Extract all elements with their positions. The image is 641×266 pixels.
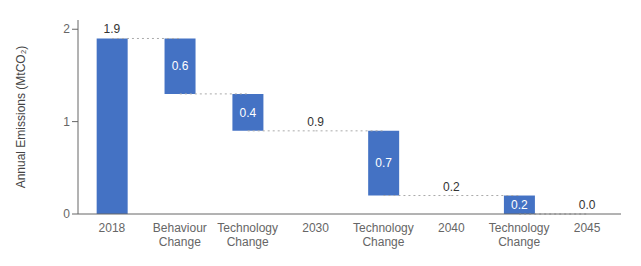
svg-text:2045: 2045 xyxy=(574,221,601,235)
svg-text:TechnologyChange: TechnologyChange xyxy=(353,221,414,249)
svg-text:TechnologyChange: TechnologyChange xyxy=(217,221,278,249)
svg-text:1: 1 xyxy=(63,115,70,129)
svg-text:0.9: 0.9 xyxy=(307,115,324,129)
svg-text:Annual Emissions (MtCO₂): Annual Emissions (MtCO₂) xyxy=(14,46,28,189)
svg-text:0.7: 0.7 xyxy=(375,156,392,170)
svg-text:2040: 2040 xyxy=(438,221,465,235)
svg-text:2018: 2018 xyxy=(99,221,126,235)
svg-text:0.6: 0.6 xyxy=(172,59,189,73)
svg-text:BehaviourChange: BehaviourChange xyxy=(153,221,207,249)
svg-text:0.2: 0.2 xyxy=(511,198,528,212)
svg-text:2: 2 xyxy=(63,22,70,36)
svg-text:1.9: 1.9 xyxy=(104,22,121,36)
svg-text:TechnologyChange: TechnologyChange xyxy=(489,221,550,249)
svg-text:0.2: 0.2 xyxy=(443,180,460,194)
svg-text:0: 0 xyxy=(63,207,70,221)
svg-text:2030: 2030 xyxy=(302,221,329,235)
svg-text:0.4: 0.4 xyxy=(240,106,257,120)
svg-text:0.0: 0.0 xyxy=(579,198,596,212)
